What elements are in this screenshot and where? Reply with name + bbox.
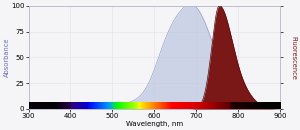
X-axis label: Wavelength, nm: Wavelength, nm (126, 121, 183, 126)
Y-axis label: Fluorescence: Fluorescence (290, 35, 296, 79)
Y-axis label: Absorbance: Absorbance (4, 38, 10, 77)
